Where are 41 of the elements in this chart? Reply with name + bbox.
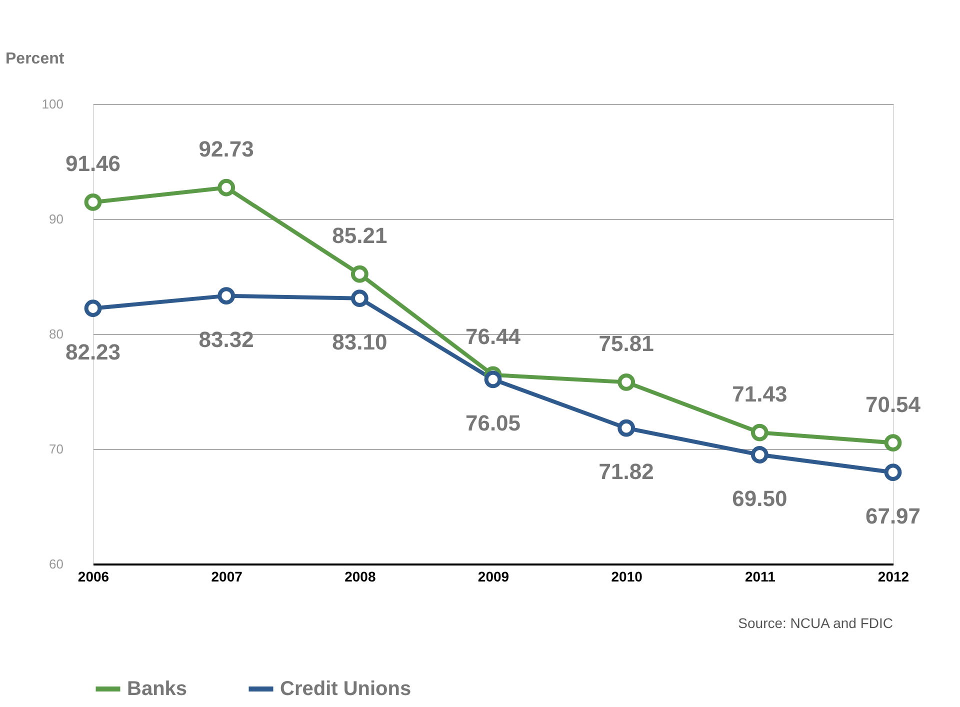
y-tick-label: 90 [49,212,64,226]
x-tick-label: 2006 [78,568,110,584]
point [218,287,236,305]
point [618,373,636,391]
data-label: 76.05 [465,410,521,436]
data-label: 69.50 [732,486,788,511]
data-label: 70.54 [865,392,922,417]
y-tick-label: 60 [49,556,64,572]
data-label: 85.21 [332,223,388,248]
data-label: 83.10 [332,329,388,354]
x-tick-label: 2007 [211,568,243,584]
data-label: 71.43 [732,382,788,407]
legend-label: Credit Unions [280,678,412,700]
point [84,194,102,211]
y-tick-label: 70 [49,442,64,456]
point [884,464,902,482]
point [618,419,636,437]
x-tick-label: 2012 [878,568,910,584]
point [484,370,502,388]
point [750,424,768,442]
y-tick-label: 100 [42,96,64,112]
y-tick-label: 80 [49,326,64,342]
data-label: 71.82 [598,459,654,484]
x-tick-label: 2009 [478,568,510,584]
x-tick-label: 2011 [744,568,776,584]
point [350,265,368,283]
data-label: 67.97 [865,503,921,528]
x-tick-label: 2010 [611,568,643,584]
y-axis-title: Percent [6,50,65,68]
point [350,290,368,308]
legend-label: Banks [127,678,188,700]
data-label: 91.46 [65,151,121,176]
point [218,178,236,196]
source-note: Source: NCUA and FDIC [738,615,893,631]
data-label: 82.23 [65,339,121,364]
point [750,446,768,464]
point [84,300,102,318]
x-tick-label: 2008 [344,568,376,584]
data-label: 75.81 [598,331,654,356]
point [884,434,902,452]
data-label: 92.73 [198,136,254,162]
